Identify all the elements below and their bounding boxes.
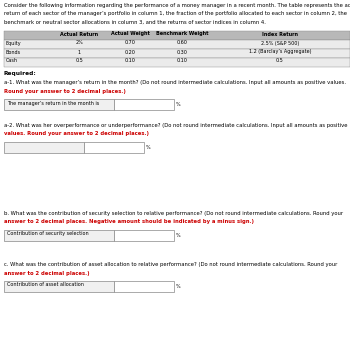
Text: %: % (176, 102, 181, 107)
Text: 1: 1 (78, 49, 81, 54)
Bar (114, 230, 174, 241)
Bar (4, 281, 114, 292)
Bar (4, 48, 350, 58)
Text: 0.10: 0.10 (177, 58, 188, 63)
Bar (114, 99, 174, 110)
Text: 0.30: 0.30 (177, 49, 188, 54)
Text: %: % (176, 233, 181, 238)
Text: a-2. What was her overperformance or underperformance? (Do not round intermediat: a-2. What was her overperformance or und… (4, 123, 348, 128)
Text: Index Return: Index Return (262, 32, 298, 37)
Text: %: % (146, 145, 150, 150)
Bar (114, 281, 174, 292)
Text: 2%: 2% (76, 40, 83, 45)
Text: Cash: Cash (6, 58, 18, 63)
Text: Contribution of asset allocation: Contribution of asset allocation (7, 282, 84, 287)
Text: Actual Weight: Actual Weight (111, 32, 149, 37)
Bar (4, 230, 114, 241)
Text: 0.60: 0.60 (177, 40, 188, 45)
Text: Benchmark Weight: Benchmark Weight (156, 32, 209, 37)
Text: Actual Return: Actual Return (61, 32, 99, 37)
Bar (4, 58, 350, 67)
Bar (4, 99, 114, 110)
Text: 0.70: 0.70 (125, 40, 135, 45)
Text: Consider the following information regarding the performance of a money manager : Consider the following information regar… (4, 3, 350, 8)
Text: values. Round your answer to 2 decimal places.): values. Round your answer to 2 decimal p… (4, 131, 149, 136)
Text: answer to 2 decimal places. Negative amount should be indicated by a minus sign.: answer to 2 decimal places. Negative amo… (4, 219, 254, 224)
Text: Bonds: Bonds (6, 49, 21, 54)
Text: benchmark or neutral sector allocations in column 3, and the returns of sector i: benchmark or neutral sector allocations … (4, 20, 266, 25)
Text: 0.10: 0.10 (125, 58, 135, 63)
Bar (4, 30, 350, 39)
Text: a-1. What was the manager’s return in the month? (Do not round intermediate calc: a-1. What was the manager’s return in th… (4, 80, 346, 85)
Text: 0.5: 0.5 (76, 58, 83, 63)
Text: 0.20: 0.20 (125, 49, 135, 54)
Text: Round your answer to 2 decimal places.): Round your answer to 2 decimal places.) (4, 88, 126, 93)
Bar (4, 39, 350, 48)
Text: %: % (176, 284, 181, 289)
Text: answer to 2 decimal places.): answer to 2 decimal places.) (4, 271, 90, 276)
Bar (4, 142, 84, 153)
Text: return of each sector of the manager’s portfolio in column 1, the fraction of th: return of each sector of the manager’s p… (4, 11, 347, 16)
Text: Required:: Required: (4, 71, 37, 76)
Text: Contribution of security selection: Contribution of security selection (7, 232, 89, 237)
Text: Equity: Equity (6, 40, 22, 45)
Bar (84, 142, 144, 153)
Text: The manager’s return in the month is: The manager’s return in the month is (7, 101, 99, 106)
Text: c. What was the contribution of asset allocation to relative performance? (Do no: c. What was the contribution of asset al… (4, 262, 337, 267)
Text: 1.2 (Barclay’s Aggregate): 1.2 (Barclay’s Aggregate) (249, 49, 311, 54)
Text: b. What was the contribution of security selection to relative performance? (Do : b. What was the contribution of security… (4, 211, 343, 216)
Text: 2.5% (S&P 500): 2.5% (S&P 500) (261, 40, 299, 45)
Text: 0.5: 0.5 (276, 58, 284, 63)
